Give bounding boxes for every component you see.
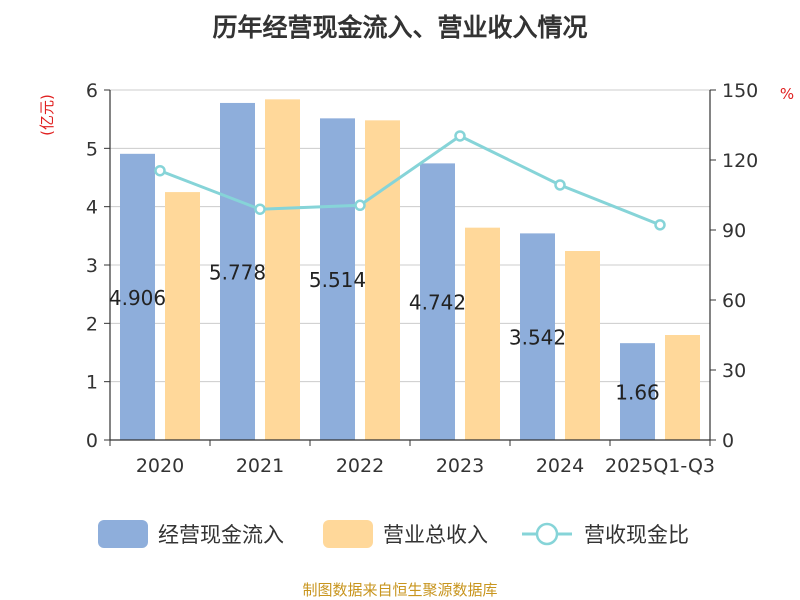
line-series (154, 130, 666, 231)
legend-swatch (323, 520, 373, 548)
y-left-tick-label: 6 (86, 80, 98, 102)
x-tick-label: 2020 (136, 455, 184, 477)
bar (365, 120, 400, 440)
y-right-tick-label: 120 (722, 150, 758, 172)
line-point (254, 203, 266, 215)
bar (520, 233, 555, 440)
bar-data-label: 5.778 (209, 260, 266, 284)
gridlines (110, 89, 710, 383)
x-tick-label: 2022 (336, 455, 384, 477)
y-left-tick-label: 5 (86, 138, 98, 160)
y-right-tick-label: 60 (722, 290, 746, 312)
x-tick-label: 2023 (436, 455, 484, 477)
line-point (354, 199, 366, 212)
source-note: 制图数据来自恒生聚源数据库 (302, 581, 497, 599)
y-left-tick-label: 1 (86, 372, 98, 394)
bar (165, 192, 200, 440)
x-tick-label: 2024 (536, 455, 584, 477)
y-left-unit: (亿元) (38, 94, 56, 136)
y-right-tick-label: 0 (722, 430, 734, 452)
y-right-tick-label: 30 (722, 360, 746, 382)
legend-label: 经营现金流入 (158, 523, 284, 547)
bar-data-label: 4.906 (109, 286, 166, 310)
bar (120, 153, 155, 441)
y-left-tick-label: 4 (86, 197, 98, 219)
line-point (554, 179, 566, 191)
bar (265, 99, 300, 440)
bar-series (120, 99, 700, 441)
y-left-tick-label: 0 (86, 430, 98, 452)
bar (620, 343, 655, 440)
line-point (454, 130, 466, 142)
chart-title: 历年经营现金流入、营业收入情况 (212, 13, 587, 42)
bar (320, 118, 355, 440)
legend-label: 营业总收入 (383, 523, 488, 547)
line-point (654, 219, 666, 231)
legend: 经营现金流入 营业总收入 营收现金比 (98, 520, 689, 548)
bar (220, 102, 255, 440)
legend-label: 营收现金比 (584, 523, 689, 547)
legend-marker (535, 522, 559, 546)
line-point (154, 164, 166, 177)
x-tick-label: 2025Q1-Q3 (605, 455, 715, 477)
bar (665, 335, 700, 440)
bar-data-label: 4.742 (409, 291, 466, 315)
y-right-tick-label: 90 (722, 220, 746, 242)
y-left-tick-label: 3 (86, 255, 98, 277)
legend-swatch (98, 520, 148, 548)
y-right-tick-label: 150 (722, 80, 758, 102)
y-right-unit: % (780, 85, 794, 103)
series-line (159, 134, 661, 227)
bar (465, 227, 500, 440)
bar-data-label: 3.542 (509, 326, 566, 350)
bar-data-label: 5.514 (309, 268, 366, 292)
x-tick-label: 2021 (236, 455, 284, 477)
y-left-tick-label: 2 (86, 313, 98, 335)
bar (420, 163, 455, 440)
bar-data-label: 1.66 (615, 381, 660, 405)
bar (565, 251, 600, 440)
data-labels: 4.906 5.778 5.514 4.742 3.542 1.66 (109, 260, 660, 404)
